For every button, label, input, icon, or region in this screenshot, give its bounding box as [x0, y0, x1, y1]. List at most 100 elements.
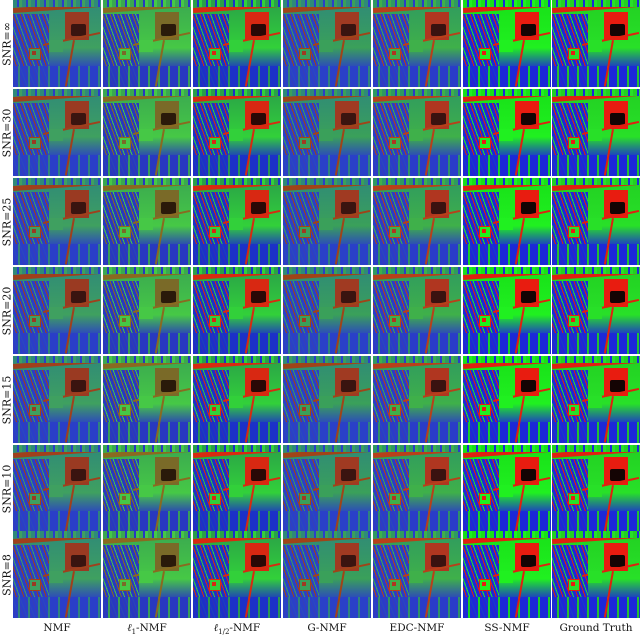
green-area — [588, 485, 602, 497]
building-roof — [71, 202, 86, 214]
column-label: EDC-NMF — [389, 622, 445, 634]
urban-band — [283, 422, 371, 443]
urban-band — [552, 597, 640, 618]
plot-roof — [571, 140, 575, 144]
green-area — [139, 571, 153, 583]
building-roof — [610, 380, 625, 392]
scene — [13, 445, 101, 532]
green-area — [319, 307, 333, 319]
top-strip — [373, 178, 461, 185]
scene — [552, 356, 640, 443]
urban-band — [552, 422, 640, 443]
urban-band — [463, 511, 551, 532]
building-roof — [251, 24, 266, 36]
row-label-text: SNR=30 — [0, 108, 13, 157]
building-roof — [71, 380, 86, 392]
plot-roof — [482, 229, 486, 233]
top-strip — [463, 445, 551, 452]
building-roof — [431, 202, 446, 214]
green-area — [229, 396, 243, 408]
plot-roof — [212, 496, 216, 500]
top-strip — [552, 0, 640, 7]
green-area — [319, 40, 333, 52]
top-strip — [103, 445, 191, 452]
urban-band — [193, 66, 281, 87]
abundance-map-image — [552, 89, 640, 176]
abundance-map-image — [373, 445, 461, 532]
green-area — [49, 40, 63, 52]
row-label: SNR=30 — [0, 89, 13, 176]
scene — [193, 0, 281, 87]
scene — [193, 356, 281, 443]
row-label-text: SNR=∞ — [0, 21, 13, 66]
plot-roof — [302, 407, 306, 411]
building-roof — [610, 469, 625, 481]
building-roof — [341, 291, 356, 303]
abundance-map-image — [463, 178, 551, 265]
scene — [103, 267, 191, 354]
abundance-map-image — [193, 267, 281, 354]
urban-band — [373, 511, 461, 532]
urban-band — [283, 333, 371, 354]
abundance-map-image — [373, 89, 461, 176]
building-roof — [251, 291, 266, 303]
green-area — [588, 396, 602, 408]
urban-band — [103, 511, 191, 532]
building-roof — [431, 555, 446, 567]
building-roof — [610, 291, 625, 303]
top-strip — [552, 89, 640, 96]
top-strip — [463, 267, 551, 274]
top-strip — [373, 445, 461, 452]
plot-roof — [32, 582, 36, 586]
abundance-map-image — [283, 89, 371, 176]
abundance-map-image — [103, 531, 191, 618]
abundance-map-image — [552, 445, 640, 532]
scene — [463, 178, 551, 265]
building-roof — [71, 469, 86, 481]
plot-roof — [212, 140, 216, 144]
plot-roof — [302, 318, 306, 322]
abundance-map-image — [13, 356, 101, 443]
scene — [283, 267, 371, 354]
building-roof — [251, 380, 266, 392]
urban-band — [463, 597, 551, 618]
top-strip — [283, 445, 371, 452]
plot-roof — [392, 496, 396, 500]
top-strip — [283, 89, 371, 96]
building-roof — [521, 380, 536, 392]
plot-roof — [482, 318, 486, 322]
building-roof — [161, 555, 176, 567]
plot-roof — [571, 496, 575, 500]
plot-roof — [571, 229, 575, 233]
green-area — [319, 129, 333, 141]
urban-band — [463, 244, 551, 265]
plot-roof — [32, 407, 36, 411]
scene — [552, 531, 640, 618]
top-strip — [13, 178, 101, 185]
plot-roof — [122, 582, 126, 586]
scene — [103, 531, 191, 618]
plot-roof — [212, 51, 216, 55]
green-area — [588, 129, 602, 141]
scene — [193, 89, 281, 176]
row-label-text: SNR=8 — [0, 553, 13, 596]
urban-band — [283, 511, 371, 532]
top-strip — [193, 356, 281, 363]
plot-roof — [122, 318, 126, 322]
plot-roof — [482, 140, 486, 144]
row-label-text: SNR=25 — [0, 197, 13, 246]
top-strip — [373, 356, 461, 363]
scene — [103, 445, 191, 532]
top-strip — [283, 531, 371, 538]
urban-band — [13, 511, 101, 532]
top-strip — [463, 178, 551, 185]
green-area — [49, 307, 63, 319]
abundance-map-image — [103, 267, 191, 354]
scene — [103, 0, 191, 87]
scene — [552, 0, 640, 87]
row-label-text: SNR=20 — [0, 286, 13, 335]
abundance-map-image — [463, 356, 551, 443]
top-strip — [283, 356, 371, 363]
scene — [193, 531, 281, 618]
plot-roof — [32, 51, 36, 55]
